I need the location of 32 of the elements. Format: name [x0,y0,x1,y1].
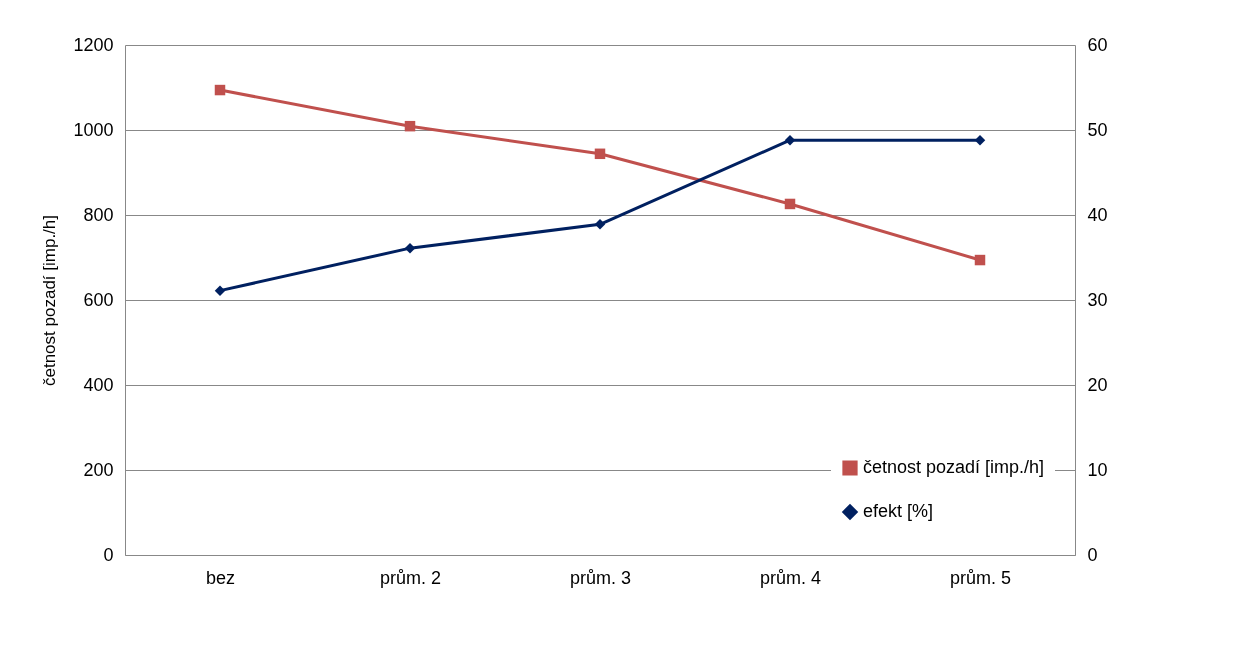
y2-tick-label: 10 [1087,459,1108,480]
y2-tick-label: 60 [1087,34,1108,55]
y-tick-label: 0 [103,544,114,565]
legend-label: četnost pozadí [imp./h] [863,457,1045,477]
y-tick-label: 1200 [73,34,114,55]
point [784,134,796,146]
x-tick-label: bez [205,567,236,588]
point [214,84,226,96]
y2-tick-label: 20 [1087,374,1108,395]
point [784,198,796,210]
y-tick-label: 800 [83,204,114,225]
y2-tick-label: 40 [1087,204,1108,225]
y-tick-label: 400 [83,374,114,395]
point [594,219,606,230]
point [214,285,226,296]
point [404,120,416,132]
point [404,242,416,254]
y2-tick-label: 30 [1087,289,1108,310]
y2-tick-label: 0 [1087,544,1098,565]
point [594,148,606,160]
point [974,134,986,146]
y2-tick-label: 50 [1087,119,1108,140]
x-tick-label: prům. 5 [949,567,1012,588]
y-axis-title: četnost pozadí [imp./h] [40,214,60,387]
x-tick-label: prům. 2 [379,567,442,588]
y-tick-label: 600 [83,289,114,310]
x-tick-label: prům. 4 [759,567,822,588]
y-tick-label: 200 [83,459,114,480]
x-tick-label: prům. 3 [569,567,632,588]
point [974,254,986,266]
legend-label: efekt [%] [863,501,934,521]
y-tick-label: 1000 [73,119,114,140]
